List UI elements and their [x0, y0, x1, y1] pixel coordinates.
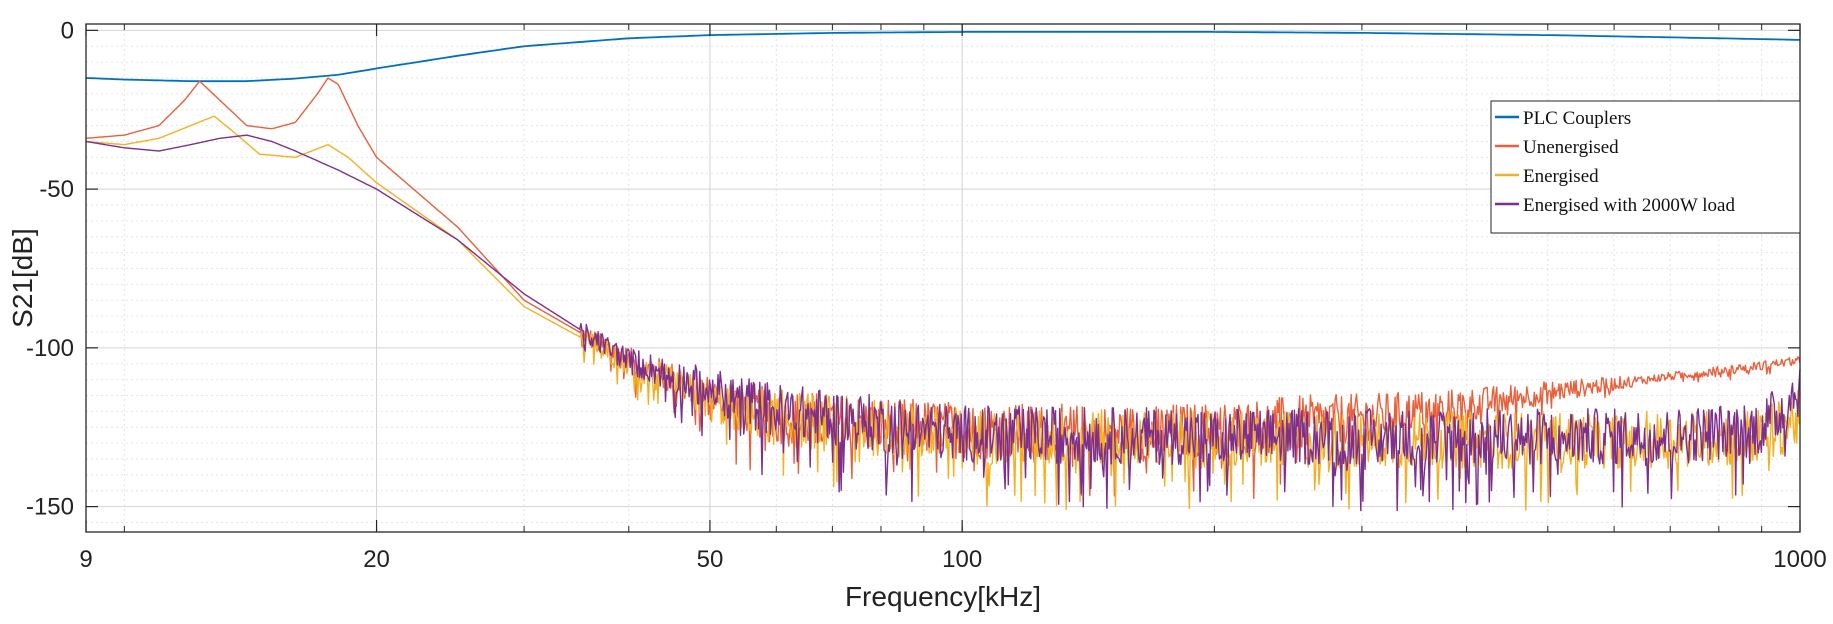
y-tick-label: -150	[26, 494, 74, 521]
x-tick-label: 50	[697, 546, 724, 573]
tick-labels: 9 20 50 100 1000 0 -50 -100 -150	[26, 17, 1827, 573]
y-tick-label: 0	[61, 17, 74, 44]
series-line-energised-with-2000w-load	[85, 134, 1801, 512]
legend-box	[1490, 100, 1801, 234]
legend: PLC Couplers Unenergised Energised Energise…	[1490, 100, 1801, 234]
series-line-plc-couplers	[85, 31, 1801, 83]
legend-label: Energised with 2000W load	[1523, 195, 1735, 216]
x-axis-label: Frequency[kHz]	[845, 581, 1041, 612]
y-axis-label: S21[dB]	[7, 228, 38, 328]
legend-label: Unenergised	[1523, 137, 1619, 158]
x-tick-label: 9	[79, 546, 92, 573]
x-tick-label: 100	[942, 546, 982, 573]
legend-label: Energised	[1523, 166, 1599, 187]
series-line-unenergised	[85, 77, 1801, 499]
x-tick-label: 1000	[1773, 546, 1826, 573]
axis-ticks	[85, 24, 1801, 532]
plot-area	[86, 24, 1800, 532]
series-layer	[85, 31, 1801, 512]
y-tick-label: -50	[39, 176, 74, 203]
x-tick-label: 20	[363, 546, 390, 573]
y-tick-label: -100	[26, 335, 74, 362]
plot-frame	[85, 23, 1801, 533]
legend-label: PLC Couplers	[1523, 108, 1631, 129]
minor-grid	[85, 24, 1801, 532]
